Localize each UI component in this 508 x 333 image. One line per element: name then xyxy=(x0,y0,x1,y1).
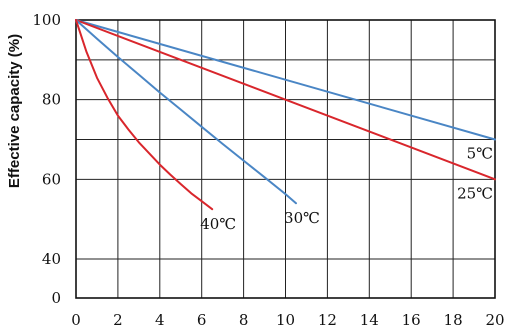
series-label-2: 30℃ xyxy=(284,209,320,227)
x-tick-label-0: 0 xyxy=(71,311,81,329)
grid xyxy=(75,19,496,299)
y-tick-labels: 0 40 60 80 100 xyxy=(32,11,61,307)
plot-border xyxy=(75,19,496,299)
x-tick-label-18: 18 xyxy=(444,311,463,329)
x-tick-label-2: 2 xyxy=(113,311,123,329)
y-tick-label-0: 0 xyxy=(51,289,61,307)
y-tick-label-40: 40 xyxy=(42,250,61,268)
series-lines xyxy=(75,19,496,211)
x-tick-label-6: 6 xyxy=(197,311,207,329)
x-tick-label-20: 20 xyxy=(485,311,504,329)
series-line-2 xyxy=(75,19,297,205)
series-line-1 xyxy=(75,19,496,181)
series-labels: 5℃ 25℃ 30℃ 40℃ xyxy=(200,145,493,234)
x-tick-label-4: 4 xyxy=(155,311,165,329)
plot-frame xyxy=(75,19,496,299)
y-axis-label: Effective capacity (%) xyxy=(6,34,23,188)
x-tick-label-12: 12 xyxy=(318,311,337,329)
series-line-0 xyxy=(75,19,496,141)
y-tick-label-100: 100 xyxy=(32,11,61,29)
x-tick-label-8: 8 xyxy=(239,311,249,329)
x-tick-labels: 0 2 4 6 8 10 12 14 16 18 20 xyxy=(71,311,504,329)
x-tick-label-10: 10 xyxy=(276,311,295,329)
series-label-0: 5℃ xyxy=(467,145,493,163)
series-line-3 xyxy=(75,19,214,211)
x-tick-label-14: 14 xyxy=(360,311,379,329)
x-tick-label-16: 16 xyxy=(402,311,421,329)
series-label-3: 40℃ xyxy=(200,215,236,233)
y-tick-label-80: 80 xyxy=(42,91,61,109)
y-tick-label-60: 60 xyxy=(42,170,61,188)
series-label-1: 25℃ xyxy=(457,184,493,202)
